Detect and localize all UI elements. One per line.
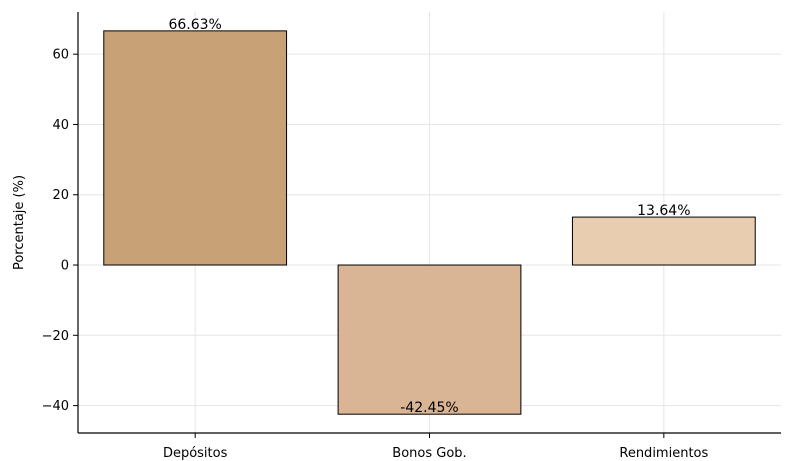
data-labels: 66.63% -42.45% 13.64% — [168, 17, 690, 416]
x-tick-label: Bonos Gob. — [392, 446, 466, 461]
data-label: 66.63% — [168, 17, 221, 33]
bar-1 — [337, 264, 522, 415]
bar-0 — [103, 30, 288, 266]
bar-2 — [571, 216, 756, 266]
bars — [103, 30, 756, 415]
y-tick-label: 20 — [52, 188, 69, 203]
y-tick-label: −40 — [42, 399, 69, 414]
y-tick-label: 40 — [52, 118, 69, 133]
y-ticks: −40 −20 0 20 40 60 — [42, 48, 78, 414]
x-ticks: Depósitos Bonos Gob. Rendimientos — [163, 433, 709, 461]
data-label: 13.64% — [637, 203, 690, 219]
x-tick-label: Depósitos — [163, 446, 228, 461]
y-tick-label: 60 — [52, 48, 69, 63]
y-axis-title: Porcentaje (%) — [12, 175, 27, 270]
x-tick-label: Rendimientos — [619, 446, 708, 461]
y-tick-label: −20 — [42, 329, 69, 344]
data-label: -42.45% — [400, 400, 458, 416]
y-tick-label: 0 — [61, 259, 69, 274]
